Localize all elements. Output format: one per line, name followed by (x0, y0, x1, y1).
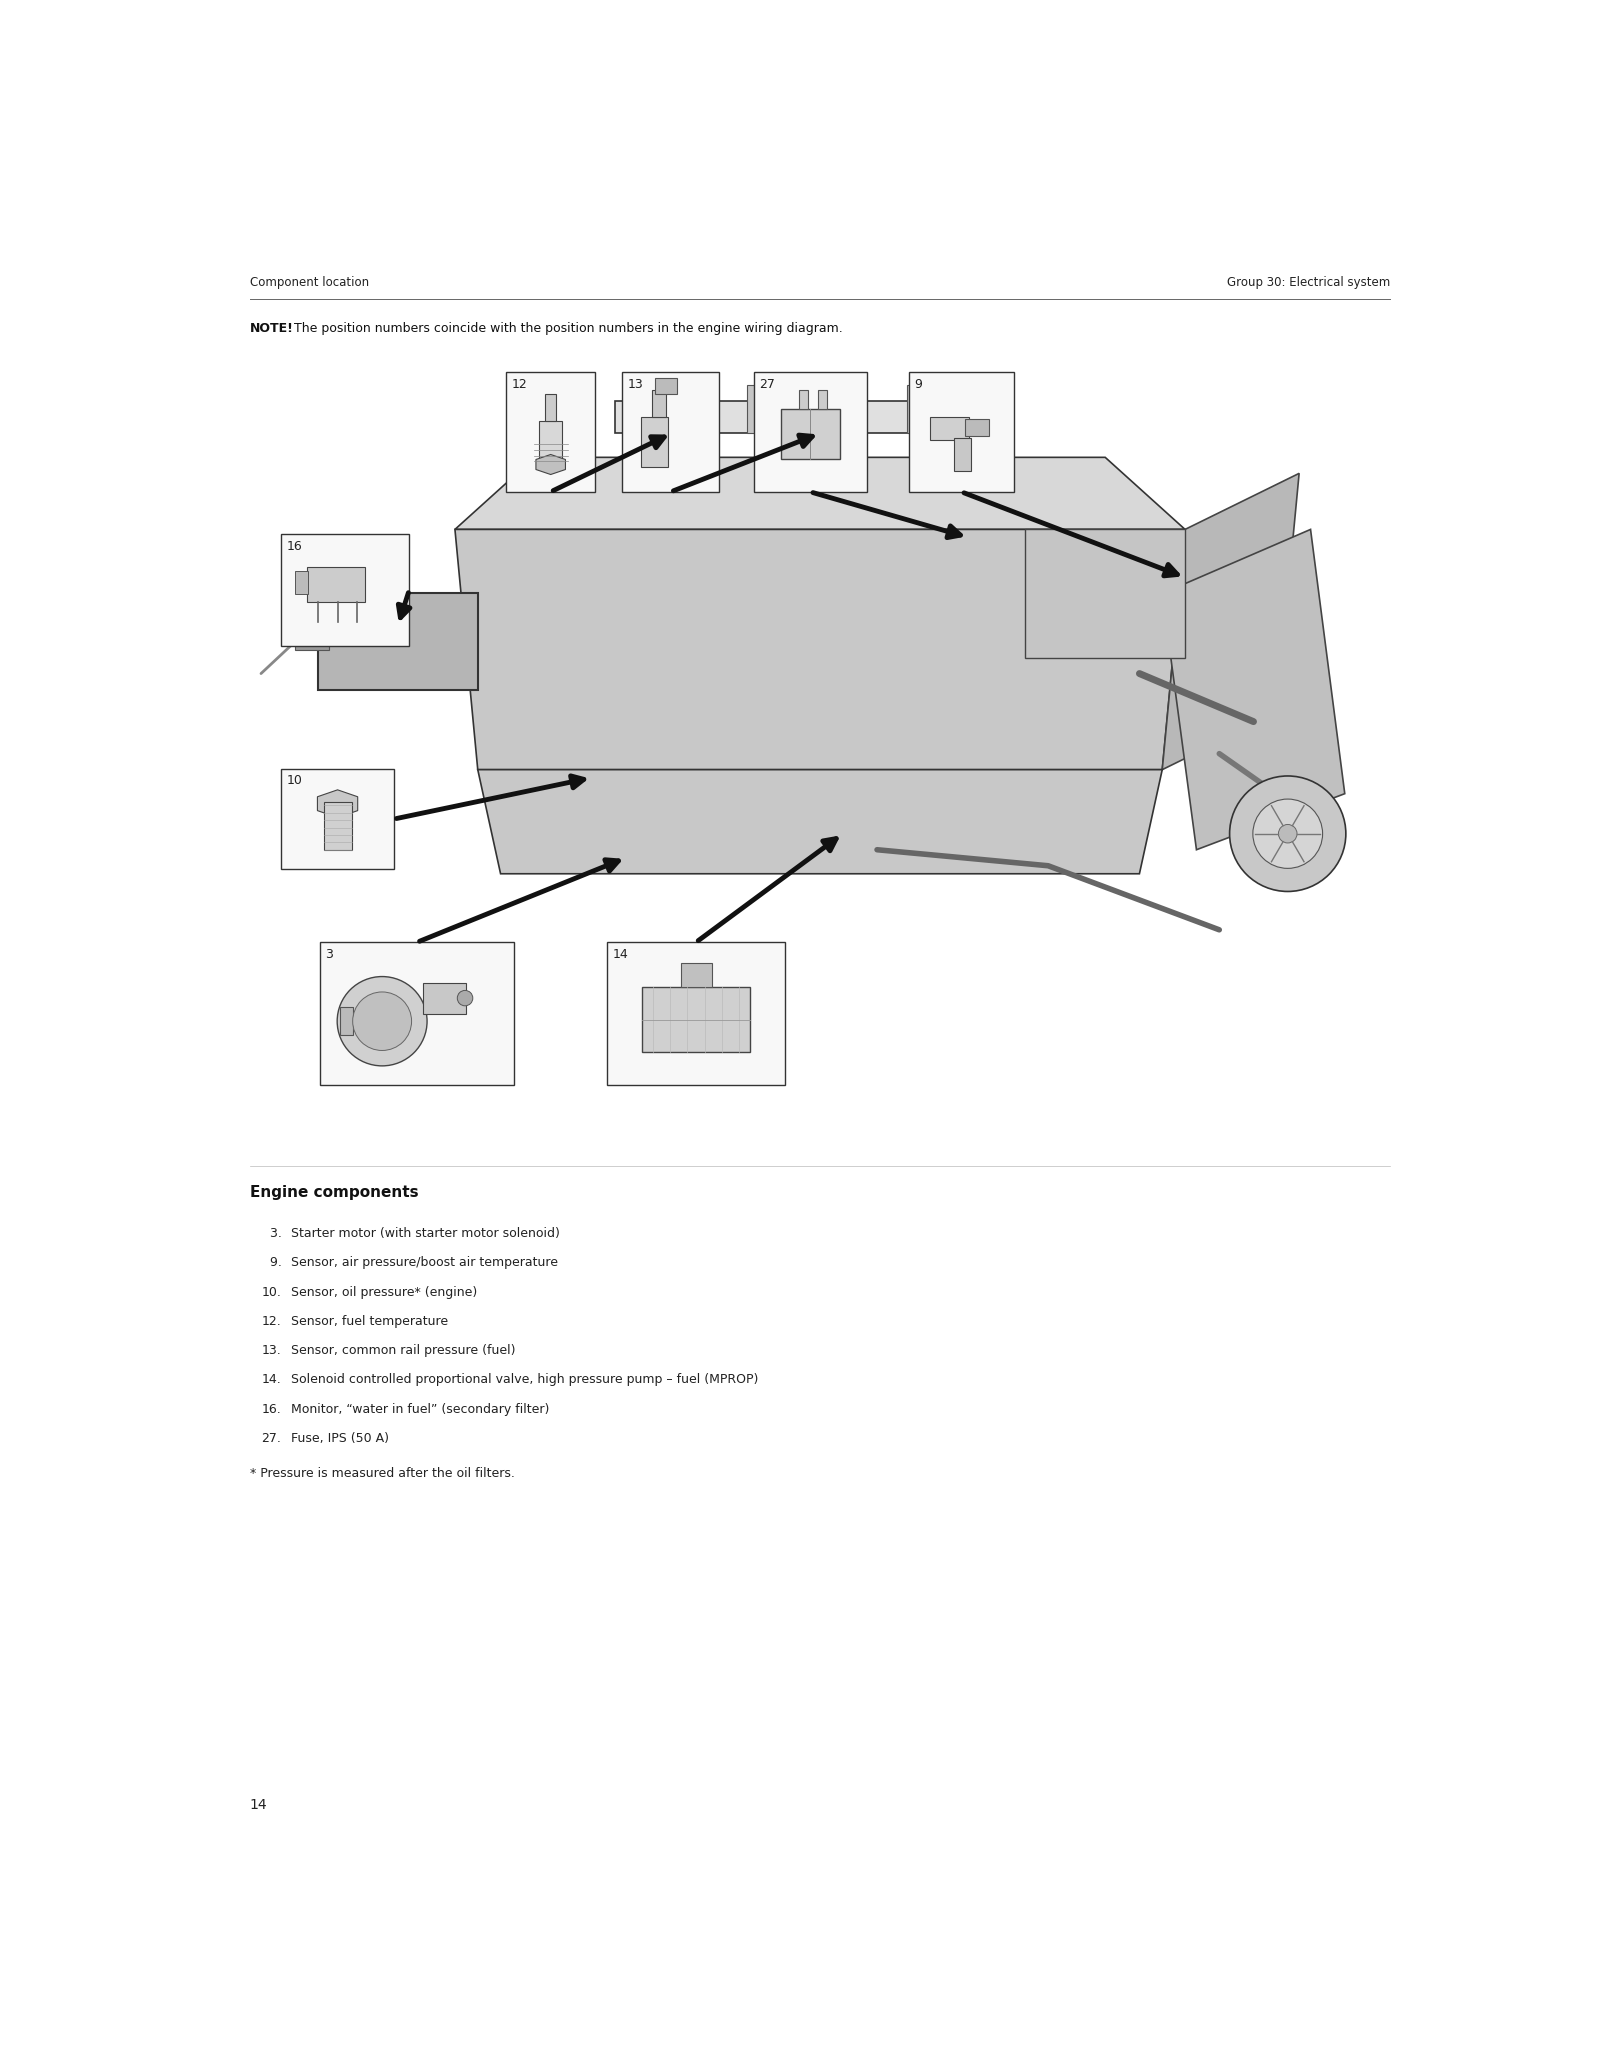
Text: 27.: 27. (261, 1431, 282, 1446)
Text: The position numbers coincide with the position numbers in the engine wiring dia: The position numbers coincide with the p… (290, 323, 843, 336)
Text: 10: 10 (286, 775, 302, 787)
Bar (653, 389, 666, 416)
Polygon shape (1162, 530, 1344, 849)
Polygon shape (454, 458, 1186, 530)
Circle shape (1278, 824, 1298, 843)
Text: 14: 14 (613, 949, 629, 961)
Bar (931, 416, 970, 439)
Bar (909, 373, 1014, 491)
Bar (680, 963, 712, 986)
Text: 12.: 12. (262, 1315, 282, 1328)
Circle shape (352, 992, 411, 1050)
Text: 3.: 3. (266, 1228, 282, 1241)
Polygon shape (454, 530, 1186, 770)
Text: Sensor, air pressure/boost air temperature: Sensor, air pressure/boost air temperatu… (291, 1257, 558, 1270)
Text: Component location: Component location (250, 275, 368, 290)
Text: Engine components: Engine components (250, 1185, 418, 1199)
Circle shape (338, 978, 427, 1067)
Text: 13.: 13. (262, 1344, 282, 1357)
Bar (656, 379, 677, 393)
Bar (781, 410, 840, 460)
Text: 10.: 10. (261, 1286, 282, 1299)
Bar (642, 416, 669, 466)
Bar (339, 1007, 354, 1036)
Bar (1026, 530, 1186, 659)
Text: Solenoid controlled proportional valve, high pressure pump – fuel (MPROP): Solenoid controlled proportional valve, … (291, 1373, 758, 1385)
Bar (606, 942, 786, 1085)
Text: Sensor, fuel temperature: Sensor, fuel temperature (291, 1315, 448, 1328)
Text: 27: 27 (760, 377, 776, 391)
Bar (539, 420, 562, 464)
Text: Fuse, IPS (50 A): Fuse, IPS (50 A) (291, 1431, 389, 1446)
Text: * Pressure is measured after the oil filters.: * Pressure is measured after the oil fil… (250, 1468, 515, 1481)
Circle shape (1253, 799, 1323, 868)
Bar (294, 572, 309, 594)
Bar (307, 567, 365, 601)
Text: 13: 13 (627, 377, 643, 391)
Bar (642, 986, 750, 1052)
Bar (506, 373, 595, 491)
Text: 9.: 9. (266, 1257, 282, 1270)
Circle shape (458, 990, 474, 1007)
Bar (954, 439, 971, 470)
Bar (747, 385, 757, 433)
Text: Sensor, common rail pressure (fuel): Sensor, common rail pressure (fuel) (291, 1344, 515, 1357)
Bar (323, 801, 352, 849)
Polygon shape (317, 789, 358, 818)
Text: 14: 14 (250, 1798, 267, 1812)
Bar (546, 393, 557, 420)
Bar (622, 373, 720, 491)
Bar (320, 942, 514, 1085)
Text: Starter motor (with starter motor solenoid): Starter motor (with starter motor soleno… (291, 1228, 560, 1241)
Text: 16: 16 (286, 541, 302, 553)
Polygon shape (536, 454, 565, 474)
Text: 14.: 14. (262, 1373, 282, 1385)
Bar (965, 418, 989, 437)
Text: Sensor, oil pressure* (engine): Sensor, oil pressure* (engine) (291, 1286, 478, 1299)
Circle shape (1230, 777, 1346, 891)
Bar (318, 594, 478, 690)
Text: Monitor, “water in fuel” (secondary filter): Monitor, “water in fuel” (secondary filt… (291, 1402, 550, 1417)
Bar (667, 385, 677, 433)
Bar (754, 373, 867, 491)
Bar (422, 984, 466, 1013)
Bar (282, 768, 394, 870)
Text: Group 30: Electrical system: Group 30: Electrical system (1227, 275, 1390, 290)
Text: 9: 9 (915, 377, 923, 391)
Text: 16.: 16. (262, 1402, 282, 1417)
Polygon shape (1162, 474, 1299, 770)
Text: NOTE!: NOTE! (250, 323, 293, 336)
Polygon shape (478, 770, 1162, 874)
Bar (818, 389, 827, 410)
Bar (296, 617, 330, 650)
Bar (282, 534, 410, 646)
Bar (798, 389, 808, 410)
Text: 12: 12 (512, 377, 528, 391)
Text: 3: 3 (325, 949, 333, 961)
Bar (614, 402, 934, 433)
Bar (827, 385, 837, 433)
Bar (907, 385, 915, 433)
